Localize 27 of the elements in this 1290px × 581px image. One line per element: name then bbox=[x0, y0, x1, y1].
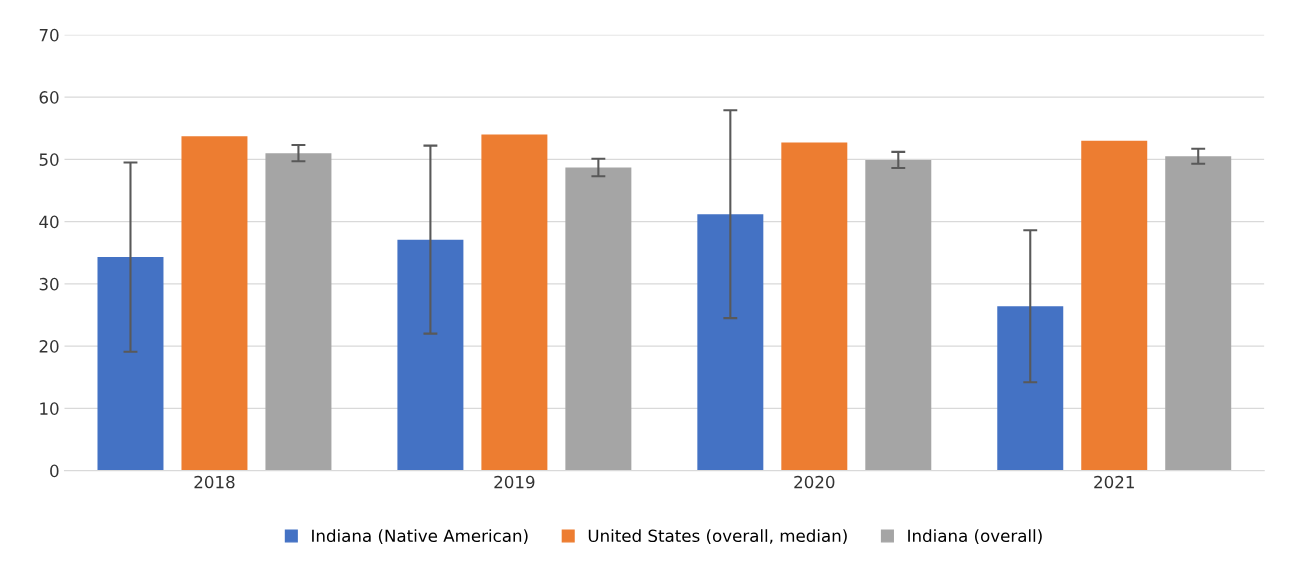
y-tick-label: 40 bbox=[39, 215, 59, 229]
y-tick-label: 20 bbox=[39, 340, 59, 353]
x-tick-label: 2018 bbox=[194, 475, 235, 489]
y-tick-label: 0 bbox=[50, 464, 59, 478]
legend-label: Indiana (Native American) bbox=[312, 529, 528, 545]
bar bbox=[181, 136, 248, 471]
bar bbox=[265, 153, 332, 471]
x-tick-label: 2021 bbox=[1094, 475, 1134, 489]
bar bbox=[781, 142, 848, 471]
bar bbox=[865, 159, 932, 471]
bar bbox=[697, 214, 764, 471]
legend-label: Indiana (overall) bbox=[908, 529, 1042, 545]
legend-label: United States (overall, median) bbox=[588, 529, 847, 545]
y-tick-label: 70 bbox=[39, 28, 59, 42]
x-tick-label: 2019 bbox=[494, 475, 535, 489]
bar bbox=[397, 239, 464, 471]
bar bbox=[1165, 156, 1232, 471]
y-tick-label: 60 bbox=[39, 91, 59, 104]
x-tick-label: 2020 bbox=[794, 475, 835, 489]
y-tick-label: 50 bbox=[39, 153, 59, 166]
y-tick-label: 30 bbox=[39, 277, 59, 291]
bar bbox=[1081, 140, 1148, 471]
bar bbox=[565, 167, 632, 471]
bar bbox=[481, 134, 548, 471]
y-tick-label: 10 bbox=[40, 402, 59, 415]
bar bbox=[97, 257, 164, 471]
bar bbox=[997, 306, 1064, 471]
